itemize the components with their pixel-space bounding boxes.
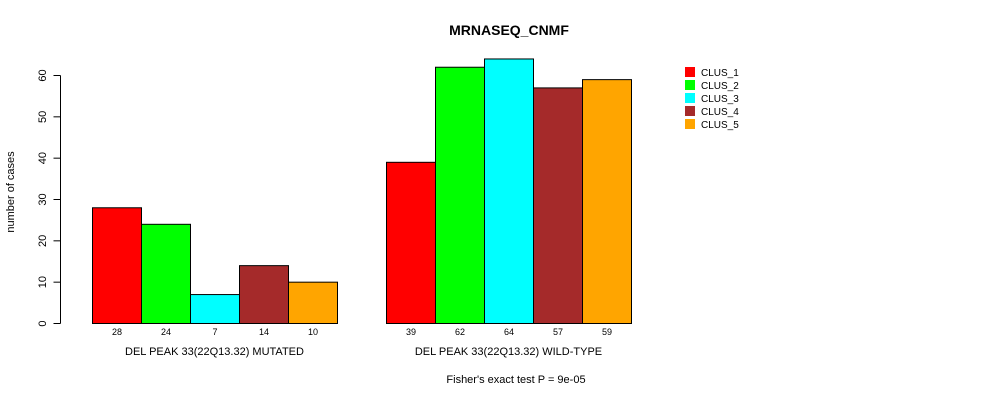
y-tick-label: 10: [37, 276, 49, 288]
bar-value-label: 7: [212, 327, 217, 337]
bar-value-label: 59: [602, 327, 612, 337]
bar-clus-3-group-1: [190, 294, 240, 325]
legend-swatch: [685, 119, 695, 129]
y-tick-label: 20: [37, 235, 49, 247]
legend: CLUS_1 CLUS_2 CLUS_3 CLUS_4 CLUS_5: [685, 67, 739, 131]
bar-clus-5-group-1: [288, 281, 338, 324]
legend-label: CLUS_3: [701, 94, 739, 105]
legend-swatch: [685, 80, 695, 90]
bar-clus-4-group-1: [239, 265, 289, 324]
legend-swatch: [685, 93, 695, 103]
bar-clus-1-group-1: [92, 207, 142, 324]
bar-value-label: 62: [455, 327, 465, 337]
y-axis: 0 10 20 30 40 50 60: [37, 69, 61, 327]
footnote: Fisher's exact test P = 9e-05: [446, 374, 585, 386]
bar-value-label: 39: [406, 327, 416, 337]
chart-title: MRNASEQ_CNMF: [449, 22, 569, 38]
bar-value-label: 57: [553, 327, 563, 337]
legend-swatch: [685, 106, 695, 116]
bars: [92, 58, 632, 325]
legend-swatch: [685, 67, 695, 77]
y-tick-label: 60: [37, 69, 49, 81]
group-label: DEL PEAK 33(22Q13.32) WILD-TYPE: [415, 346, 602, 358]
bar-value-label: 28: [112, 327, 122, 337]
legend-label: CLUS_1: [701, 68, 739, 79]
bar-clus-5-group-2: [582, 79, 632, 324]
legend-label: CLUS_2: [701, 81, 739, 92]
bar-value-label: 14: [259, 327, 269, 337]
y-axis-label: number of cases: [5, 151, 17, 233]
bar-clus-3-group-2: [484, 58, 534, 324]
y-tick-label: 50: [37, 111, 49, 123]
bar-clus-2-group-2: [435, 66, 485, 324]
bar-value-label: 64: [504, 327, 514, 337]
group-labels: DEL PEAK 33(22Q13.32) MUTATED DEL PEAK 33…: [125, 346, 602, 358]
bar-clus-1-group-2: [386, 161, 436, 324]
group-label: DEL PEAK 33(22Q13.32) MUTATED: [125, 346, 304, 358]
y-tick-label: 30: [37, 193, 49, 205]
bar-clus-2-group-1: [141, 223, 191, 324]
bar-clus-4-group-2: [533, 87, 583, 325]
y-tick-label: 0: [37, 320, 49, 326]
legend-label: CLUS_4: [701, 107, 739, 118]
legend-label: CLUS_5: [701, 120, 739, 131]
y-tick-label: 40: [37, 152, 49, 164]
bar-value-label: 24: [161, 327, 171, 337]
bar-value-label: 10: [308, 327, 318, 337]
bar-value-labels: 28 24 7 14 10 39 62 64 57 59: [112, 327, 612, 337]
